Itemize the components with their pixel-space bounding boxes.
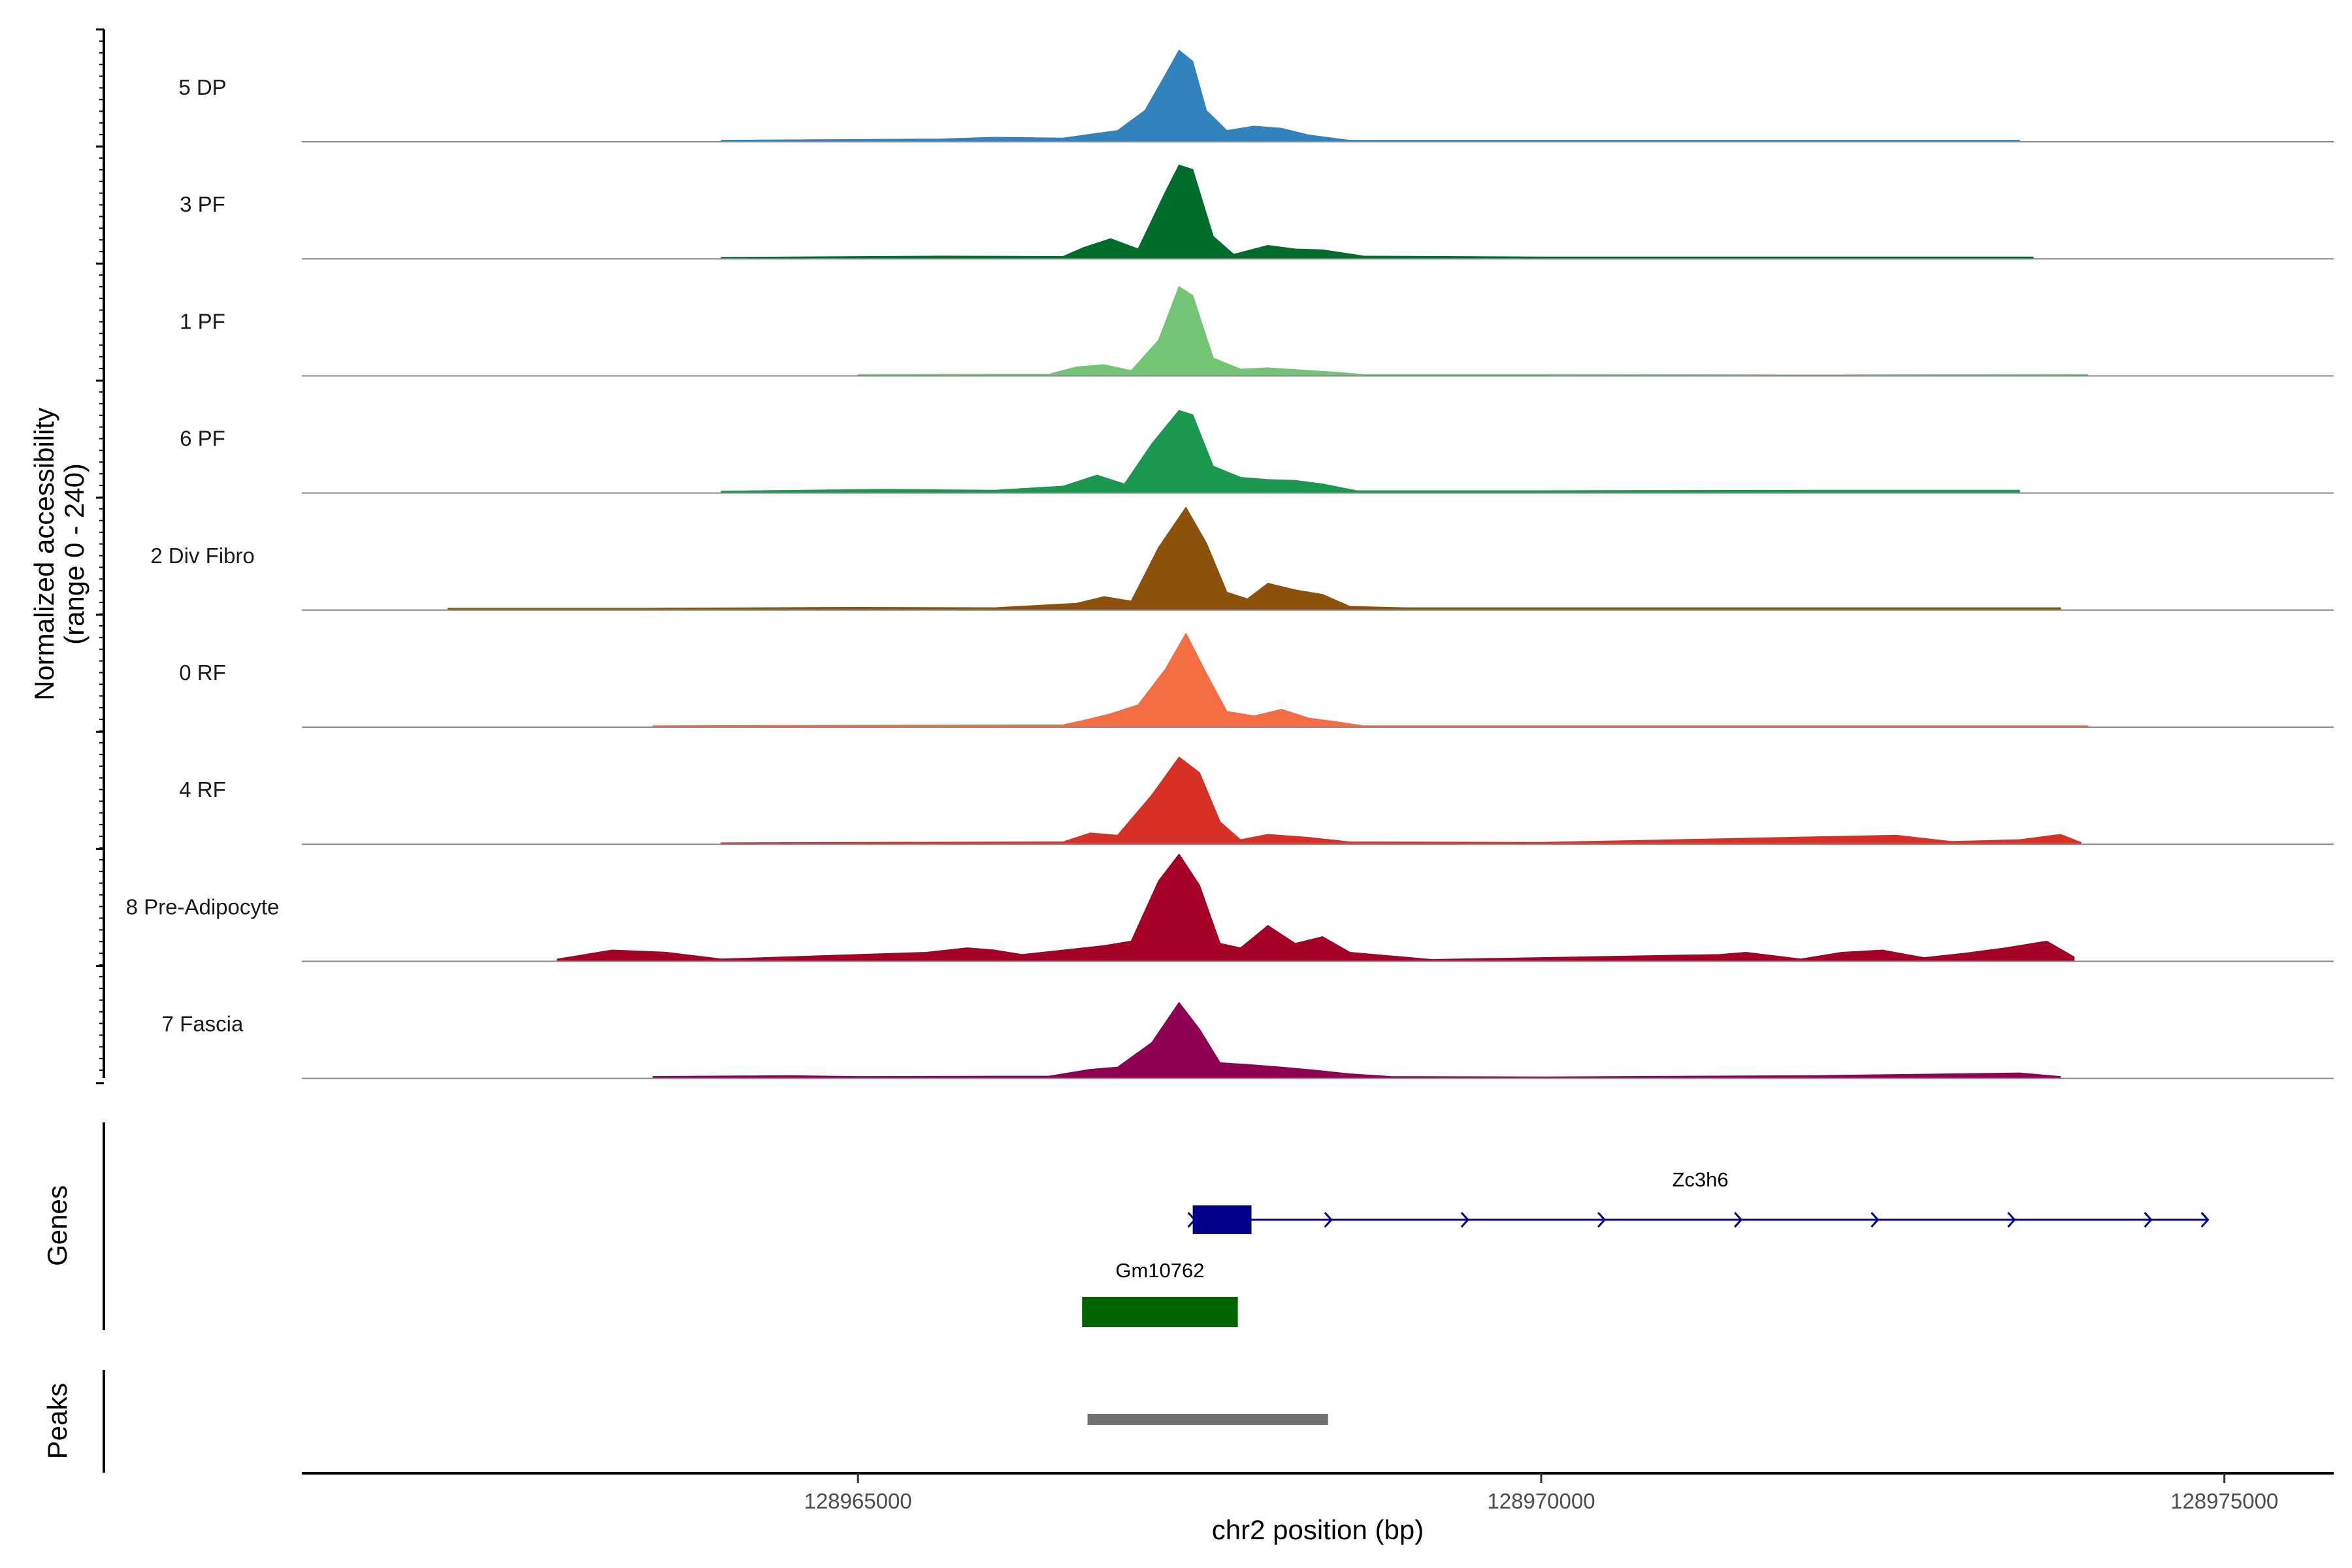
- track-9: 7 Fascia: [162, 1002, 2334, 1079]
- y-axis-title: Normalized accessibility: [29, 408, 59, 700]
- strand-arrow: [1460, 1211, 1469, 1228]
- track-label: 0 RF: [179, 661, 226, 685]
- track-3: 1 PF: [180, 286, 2334, 377]
- coverage-area: [557, 853, 2075, 962]
- gene-Gm10762: Gm10762: [1082, 1259, 1238, 1327]
- x-tick-label: 128975000: [2170, 1489, 2278, 1513]
- track-label: 3 PF: [180, 192, 225, 216]
- x-tick-label: 128970000: [1487, 1489, 1595, 1513]
- gene-label: Gm10762: [1115, 1259, 1204, 1282]
- x-axis-ticks: 128965000 128970000 128975000: [804, 1473, 2278, 1513]
- track-7: 4 RF: [179, 757, 2334, 845]
- track-label: 7 Fascia: [162, 1012, 244, 1036]
- gene-exon: [1192, 1205, 1252, 1234]
- x-axis-title: chr2 position (bp): [1212, 1514, 1424, 1545]
- coverage-axis-ticks: [96, 28, 104, 1085]
- coverage-tracks: 5 DP 3 PF 1 PF 6 PF 2 Div Fibro 0 RF 4 RF 8 Pre…: [126, 50, 2334, 1079]
- y-axis-range-label: (range 0 - 240): [59, 463, 90, 645]
- gene-Zc3h6: Zc3h6: [1187, 1168, 2210, 1234]
- strand-arrow: [2200, 1211, 2210, 1228]
- coverage-area: [652, 632, 2089, 728]
- gene-annotations: Zc3h6 Gm10762: [1082, 1168, 2210, 1327]
- peak-annotations: [1087, 1414, 1328, 1425]
- track-2: 3 PF: [180, 164, 2334, 260]
- gene-label: Zc3h6: [1673, 1168, 1729, 1191]
- coverage-area: [721, 757, 2082, 845]
- track-4: 6 PF: [180, 410, 2334, 494]
- track-label: 1 PF: [180, 309, 225, 333]
- track-1: 5 DP: [178, 50, 2334, 142]
- track-label: 5 DP: [178, 75, 226, 99]
- x-tick-label: 128965000: [804, 1489, 912, 1513]
- strand-arrow: [1324, 1211, 1333, 1228]
- track-label: 8 Pre-Adipocyte: [126, 894, 280, 919]
- coverage-area: [721, 164, 2034, 259]
- track-8: 8 Pre-Adipocyte: [126, 853, 2334, 962]
- track-label: 6 PF: [180, 427, 225, 451]
- strand-arrow: [1597, 1211, 1607, 1228]
- strand-arrow: [1734, 1211, 1743, 1228]
- track-5: 2 Div Fibro: [150, 506, 2334, 611]
- strand-arrow: [2007, 1211, 2016, 1228]
- strand-arrow: [1870, 1211, 1880, 1228]
- track-6: 0 RF: [179, 632, 2334, 728]
- gene-exon: [1082, 1297, 1238, 1327]
- coverage-area: [721, 410, 2020, 494]
- track-label: 2 Div Fibro: [150, 544, 255, 568]
- peak-region: [1087, 1414, 1328, 1425]
- genes-panel-label: Genes: [42, 1185, 73, 1266]
- track-label: 4 RF: [179, 777, 226, 802]
- coverage-area: [448, 506, 2061, 611]
- coverage-area: [721, 50, 2020, 142]
- peaks-panel-label: Peaks: [42, 1383, 73, 1460]
- coverage-area: [652, 1002, 2061, 1079]
- strand-arrow: [2144, 1211, 2153, 1228]
- coverage-area: [857, 286, 2089, 377]
